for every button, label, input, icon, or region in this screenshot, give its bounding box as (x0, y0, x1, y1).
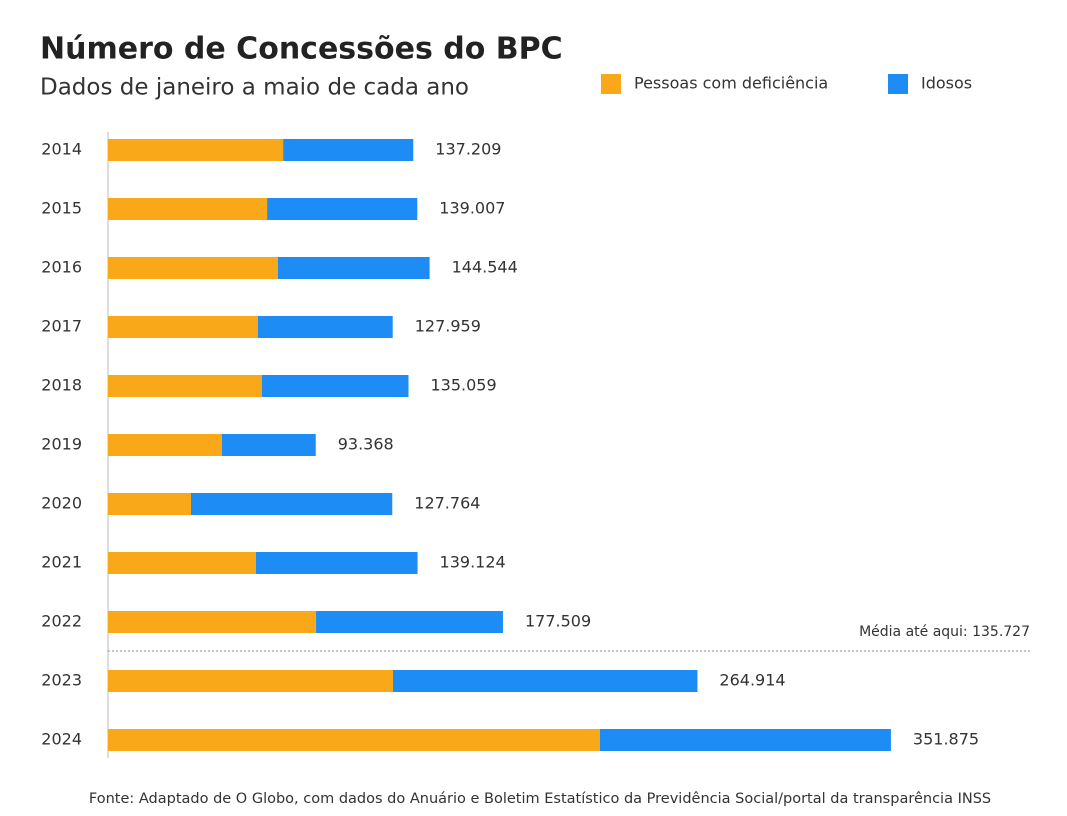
bar-segment (108, 493, 191, 515)
bar-segment (108, 375, 262, 397)
legend-swatch (888, 74, 908, 94)
bar-segment (190, 493, 393, 515)
total-label: 135.059 (431, 376, 497, 395)
chart-subtitle: Dados de janeiro a maio de cada ano (40, 75, 469, 101)
total-label: 93.368 (338, 435, 394, 454)
total-label: 144.544 (452, 258, 518, 277)
bar-segment (108, 257, 278, 279)
y-tick-label: 2019 (41, 435, 82, 454)
bar-segment (108, 434, 222, 456)
bar-segment (599, 729, 891, 751)
y-tick-label: 2015 (41, 199, 82, 218)
bar-segment (283, 139, 414, 161)
y-tick-label: 2022 (41, 612, 82, 631)
y-tick-label: 2021 (41, 553, 82, 572)
bar-segment (316, 611, 503, 633)
y-tick-label: 2020 (41, 494, 82, 513)
bar-segment (108, 552, 256, 574)
y-tick-label: 2016 (41, 258, 82, 277)
bar-segment (108, 670, 394, 692)
bar-segment (257, 316, 393, 338)
bar-segment (393, 670, 698, 692)
chart-title: Número de Concessões do BPC (40, 32, 563, 67)
bar-segment (221, 434, 316, 456)
total-label: 351.875 (913, 730, 979, 749)
y-tick-label: 2017 (41, 317, 82, 336)
legend-label: Idosos (921, 74, 972, 93)
y-tick-label: 2024 (41, 730, 82, 749)
total-label: 139.124 (440, 553, 506, 572)
bar-segment (261, 375, 409, 397)
legend-label: Pessoas com deficiência (634, 74, 828, 93)
total-label: 177.509 (525, 612, 591, 631)
legend-swatch (601, 74, 621, 94)
y-tick-label: 2023 (41, 671, 82, 690)
bar-segment (108, 139, 284, 161)
bar-segment (277, 257, 430, 279)
total-label: 127.764 (414, 494, 480, 513)
bar-segment (255, 552, 418, 574)
bar-segment (108, 611, 317, 633)
y-tick-label: 2014 (41, 140, 82, 159)
bar-segment (267, 198, 418, 220)
source: Fonte: Adaptado de O Globo, com dados do… (89, 791, 991, 807)
bar-segment (108, 316, 258, 338)
total-label: 264.914 (719, 671, 785, 690)
total-label: 137.209 (435, 140, 501, 159)
bar-segment (108, 729, 600, 751)
annotation: Média até aqui: 135.727 (859, 624, 1030, 640)
y-tick-label: 2018 (41, 376, 82, 395)
total-label: 127.959 (415, 317, 481, 336)
total-label: 139.007 (439, 199, 505, 218)
bar-segment (108, 198, 268, 220)
